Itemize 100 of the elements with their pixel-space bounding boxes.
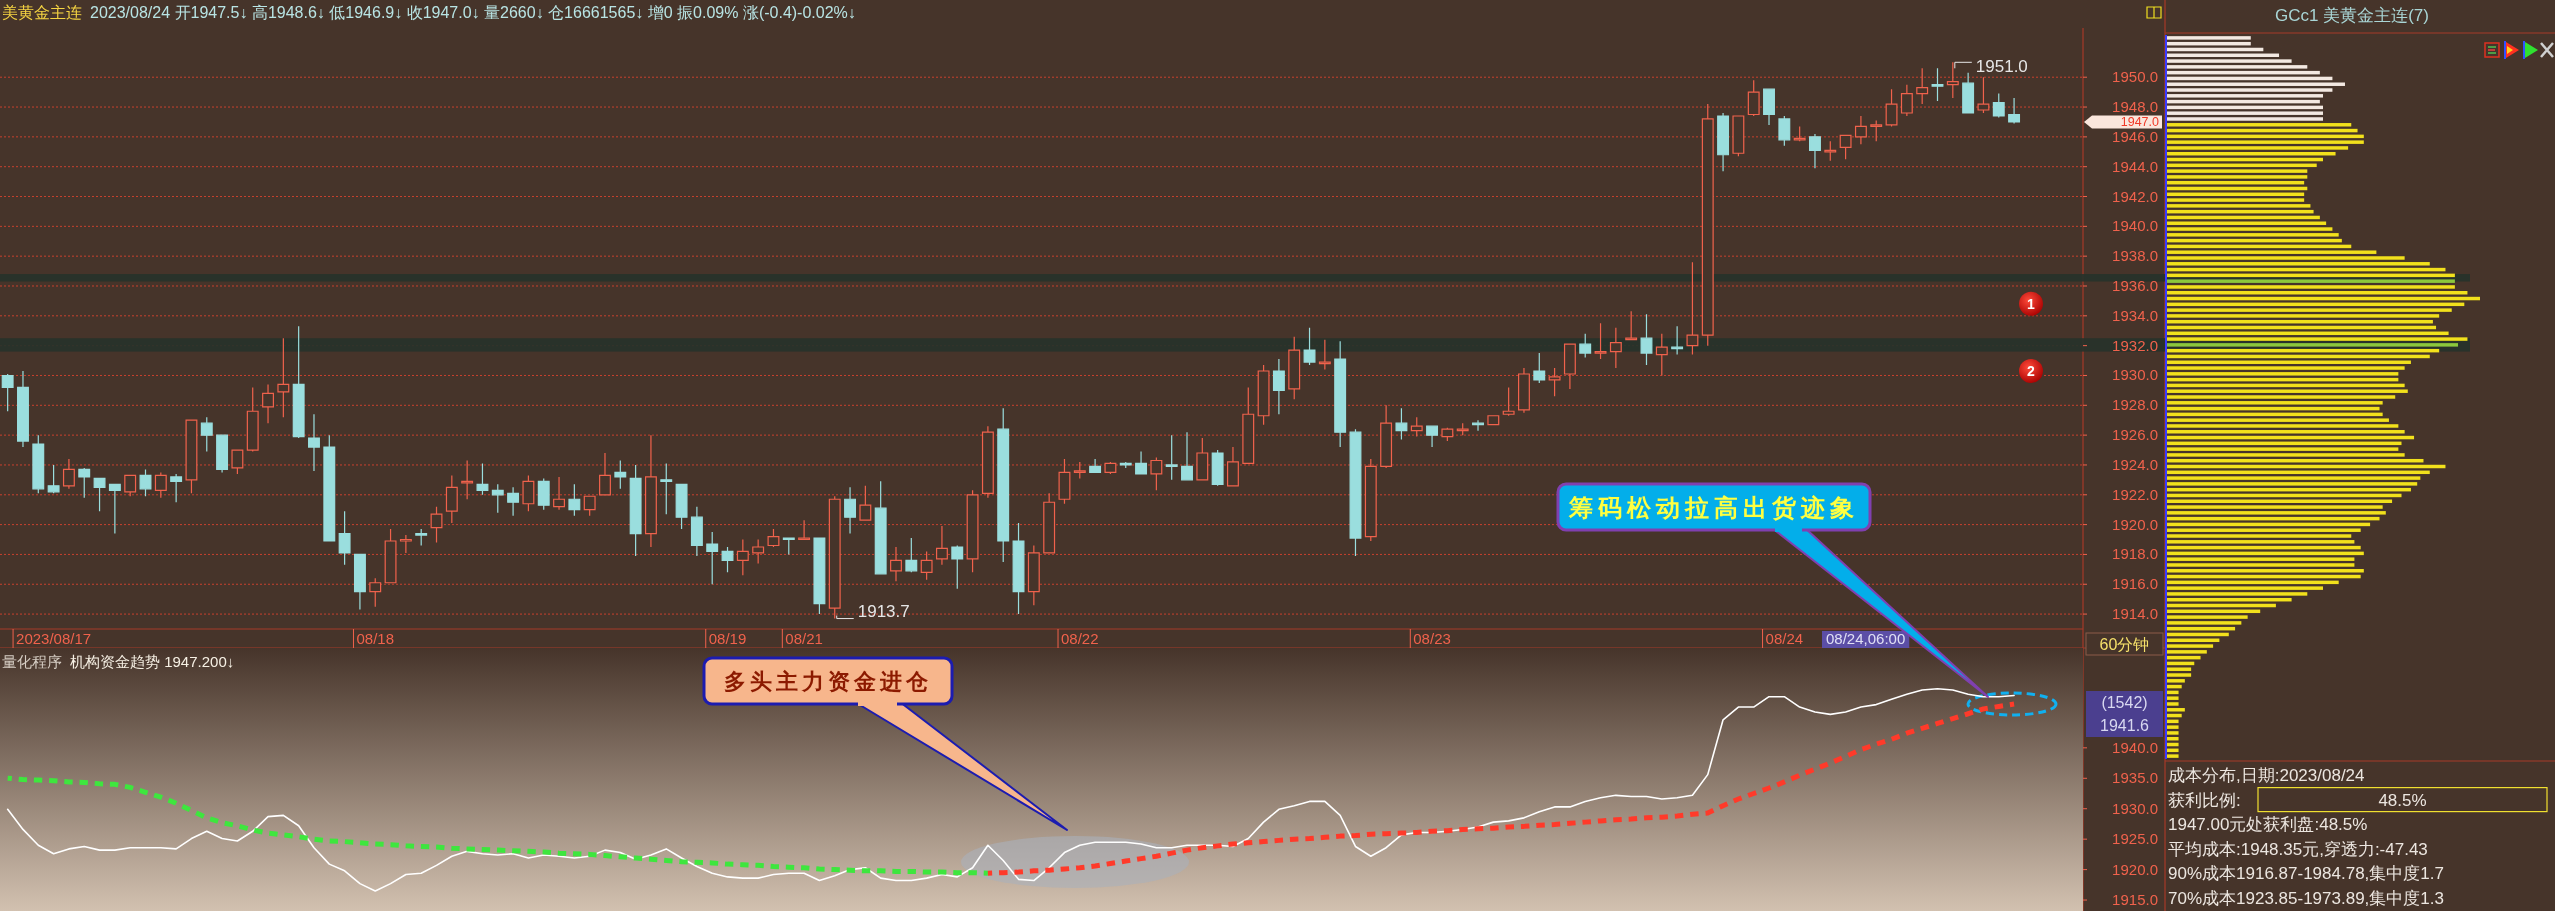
bar	[2166, 308, 2452, 312]
band-label: 1	[2027, 295, 2036, 312]
y-tick-label: 1915.0	[2112, 891, 2158, 909]
bar	[2166, 534, 2352, 538]
annotation: 1913.7	[857, 601, 910, 621]
x-tick-label: 08/22	[1061, 630, 1099, 647]
y-tick-label: 1924.0	[2112, 455, 2158, 473]
annotation: 多头主力资金进仓	[724, 668, 932, 694]
annotation: 08/24,06:00	[1822, 630, 1910, 648]
text: 48.5%	[2378, 790, 2427, 810]
text: 获利比例:	[2168, 790, 2241, 810]
bar	[2166, 424, 2399, 428]
annotation: 多头主力资金进仓	[702, 656, 1068, 831]
bar	[2166, 285, 2455, 289]
y-tick-label: 1946.0	[2112, 127, 2158, 145]
bar	[2166, 453, 2405, 457]
y-tick-label: 1932.0	[2112, 336, 2158, 354]
bar	[2166, 88, 2333, 92]
y-tick-label: 1942.0	[2112, 187, 2158, 205]
bar	[2166, 140, 2364, 144]
x-tick-label: 2023/08/17	[16, 630, 92, 647]
bar	[2166, 227, 2333, 231]
bar	[2166, 36, 2251, 40]
text: 70%成本1923.85-1973.89,集中度1.3	[2168, 889, 2444, 908]
annotation: 筹码松动拉高出货迹象	[1568, 493, 1859, 521]
annotation: (1542)	[2086, 691, 2163, 714]
bar	[2166, 65, 2308, 69]
bar	[2166, 667, 2192, 671]
y-tick-label: 1930.0	[2112, 799, 2158, 817]
bar	[2166, 708, 2185, 712]
bar	[2166, 731, 2179, 735]
bar	[2166, 528, 2361, 532]
bar	[2166, 82, 2345, 86]
bar	[2166, 621, 2242, 625]
bar	[2166, 540, 2355, 544]
bar	[2166, 395, 2396, 399]
bar	[2166, 476, 2421, 480]
bar	[2166, 366, 2405, 370]
bar	[2166, 59, 2292, 63]
y-tick-label: 1914.0	[2112, 605, 2158, 623]
text: 1947.00元处获利盘:48.5%	[2168, 815, 2368, 835]
y-tick-label: 1935.0	[2112, 769, 2158, 787]
chart-subtitle: 机构资金趋势 1947.200↓	[70, 653, 235, 670]
bar	[2166, 233, 2339, 237]
bar	[2166, 644, 2214, 648]
y-tick-label: 1928.0	[2112, 396, 2158, 414]
bar	[2166, 447, 2399, 451]
annotation: 1941.6	[2086, 714, 2163, 737]
bar	[2166, 511, 2386, 515]
y-tick-label: 1920.0	[2112, 860, 2158, 878]
bar	[2166, 563, 2355, 567]
bar	[2166, 557, 2355, 561]
annotation: 1913.7	[836, 601, 910, 621]
y-tick-label: 1918.0	[2112, 545, 2158, 563]
bar	[2166, 505, 2383, 509]
x-tick-label: 08/19	[708, 630, 747, 647]
bar	[2166, 696, 2179, 700]
y-tick-label: 1940.0	[2112, 217, 2158, 235]
y-tick-label: 1948.0	[2112, 98, 2158, 116]
bar	[2166, 592, 2308, 596]
bar	[2166, 725, 2179, 729]
text: 90%成本1916.87-1984.78,集中度1.7	[2168, 864, 2444, 884]
annotation: 1947.0	[2084, 115, 2162, 130]
y-tick-label: 1925.0	[2112, 830, 2158, 848]
bar	[2166, 615, 2248, 619]
bar	[2166, 123, 2352, 127]
y-tick-label: 1922.0	[2112, 485, 2158, 503]
bar	[2166, 204, 2311, 208]
y-tick-label: 1916.0	[2112, 575, 2158, 593]
chart-subtitle: 2023/08/24 开1947.5↓ 高1948.6↓ 低1946.9↓ 收1947.0↓ 量2660↓ 仓16661565↓ 增0 振0.09% 涨(-0.4)-0.02%↓	[90, 4, 856, 21]
bar	[2166, 111, 2323, 115]
bar	[2166, 401, 2383, 405]
annotation: 1951.0	[1954, 57, 2028, 77]
bar	[2166, 198, 2305, 202]
bar	[2166, 372, 2399, 376]
y-tick-label: 1934.0	[2112, 306, 2158, 324]
bar	[2166, 754, 2179, 758]
bar	[2166, 279, 2455, 283]
y-tick-label: 1930.0	[2112, 366, 2158, 384]
bar	[2166, 169, 2308, 173]
bar	[2166, 343, 2459, 347]
bar	[2166, 418, 2389, 422]
bar	[2166, 256, 2405, 260]
y-tick-label: 1944.0	[2112, 157, 2158, 175]
bar	[2166, 94, 2323, 98]
x-tick-label: 08/18	[356, 630, 395, 647]
x-tick-label: 08/24	[1765, 630, 1804, 647]
bar	[2166, 337, 2468, 341]
x-tick-label: 08/23	[1413, 630, 1451, 647]
x-tick-label: 08/21	[785, 630, 823, 647]
bar	[2166, 673, 2192, 677]
bar	[2166, 117, 2323, 121]
bar	[2166, 702, 2179, 706]
bar	[2166, 586, 2323, 590]
bar	[2166, 314, 2440, 318]
bar	[2166, 482, 2418, 486]
bar	[2166, 650, 2207, 654]
y-tick-label: 1950.0	[2112, 68, 2158, 86]
bar	[2166, 262, 2430, 266]
band-label: 2	[2027, 362, 2036, 379]
